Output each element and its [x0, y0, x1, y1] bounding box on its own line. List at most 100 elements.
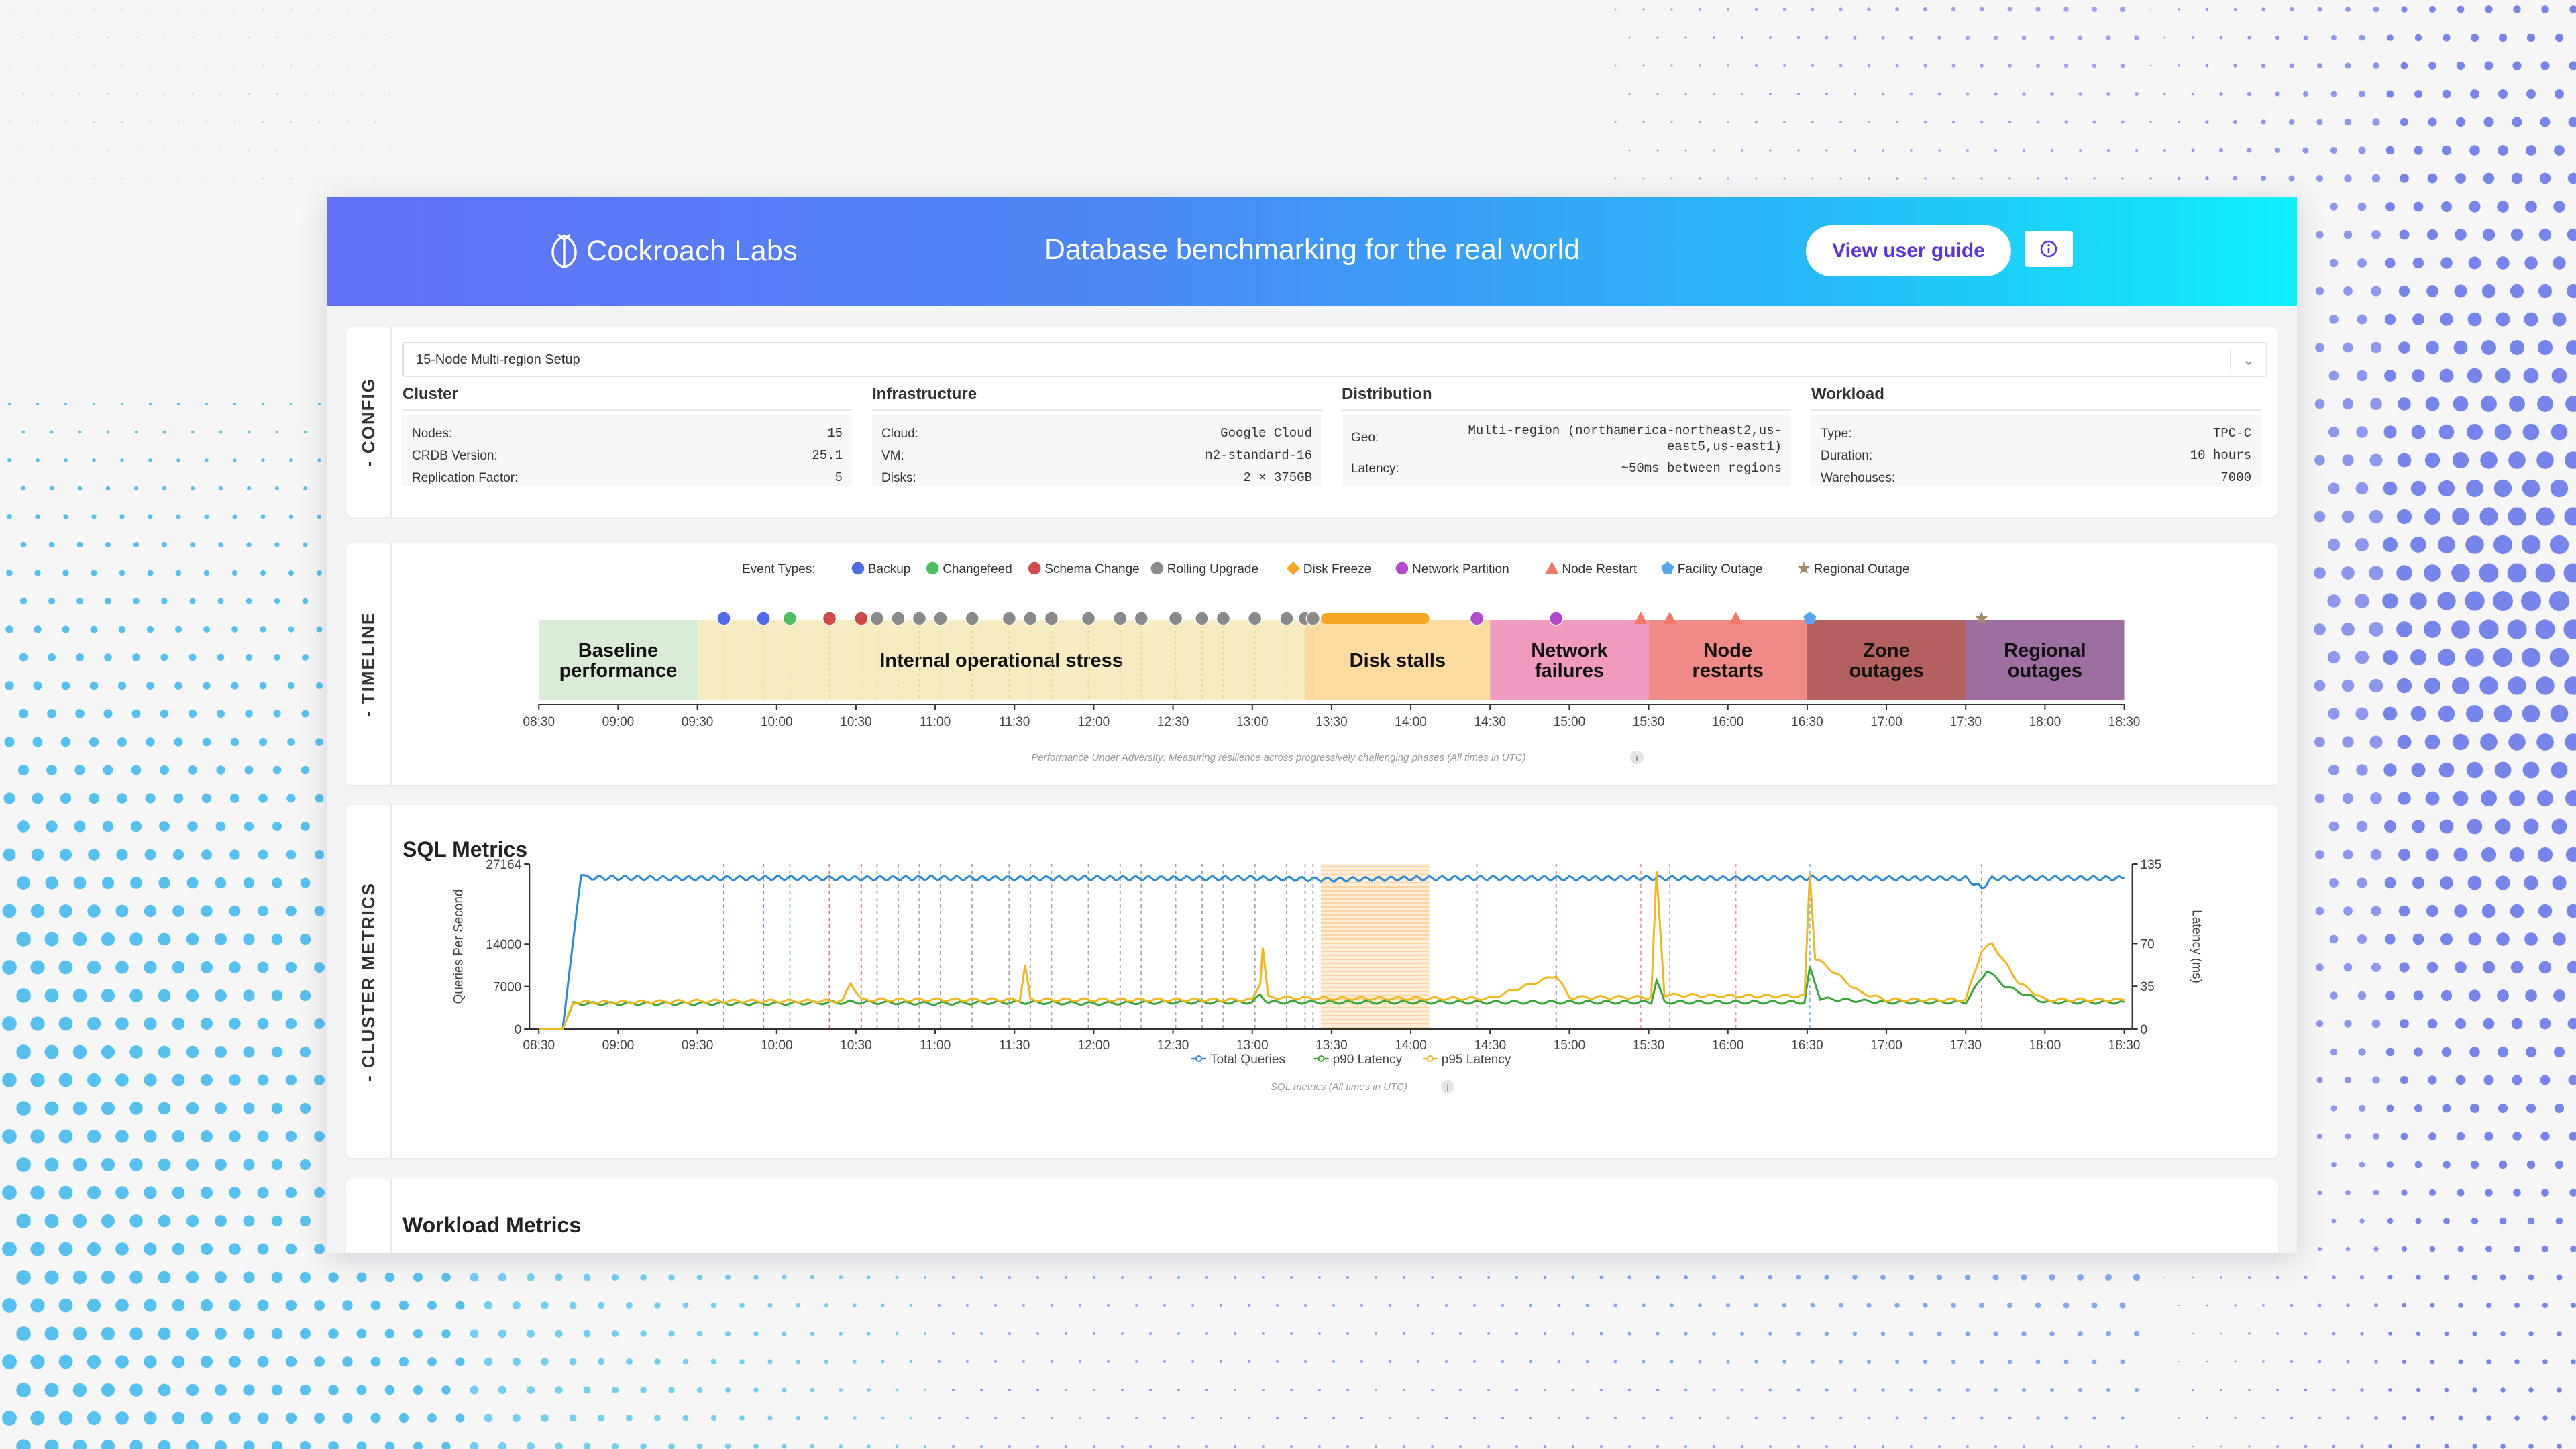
background-dot — [1994, 1388, 1998, 1392]
background-dot — [2385, 934, 2396, 945]
background-dot — [2261, 63, 2266, 68]
config-section: - CONFIG 15-Node Multi-region Setup ⌄ Cl… — [346, 327, 2278, 517]
background-dot — [2275, 1275, 2279, 1279]
background-dot — [2528, 1387, 2534, 1393]
background-dot — [144, 1299, 157, 1312]
event-network-partition-icon — [1469, 611, 1485, 626]
logo[interactable]: Cockroach Labs — [549, 232, 798, 270]
background-dot — [2330, 91, 2337, 97]
background-dot — [2458, 1415, 2463, 1421]
background-dot — [1318, 1389, 1321, 1391]
background-dot — [1966, 1445, 1969, 1448]
background-dot — [1882, 149, 1884, 152]
info-button[interactable] — [2025, 231, 2073, 267]
background-dot — [22, 93, 25, 95]
setup-select[interactable]: 15-Node Multi-region Setup ⌄ — [402, 342, 2267, 377]
background-dot — [853, 1416, 857, 1420]
background-dot — [162, 486, 167, 491]
background-dot — [2008, 64, 2012, 68]
background-dot — [2510, 284, 2524, 299]
background-dot — [909, 1360, 913, 1364]
event-rolling-upgrade-icon — [1279, 611, 1294, 626]
background-dot — [163, 149, 166, 152]
background-dot — [2426, 341, 2439, 354]
background-dot — [300, 877, 311, 888]
background-dot — [1473, 1360, 1476, 1363]
x-tick-label: 16:30 — [1791, 1038, 1823, 1053]
background-dot — [285, 1018, 297, 1030]
background-dot — [2438, 536, 2455, 553]
background-dot — [2426, 229, 2438, 241]
phase-label: restarts — [1693, 660, 1764, 682]
timeline-tick-label: 16:00 — [1712, 715, 1744, 729]
background-dot — [2557, 1444, 2562, 1449]
view-user-guide-button[interactable]: View user guide — [1806, 225, 2011, 276]
background-dot — [980, 1445, 983, 1448]
background-dot — [2499, 1217, 2507, 1225]
background-dot — [2304, 1388, 2308, 1392]
background-dot — [201, 961, 213, 973]
background-dot — [2538, 961, 2552, 974]
background-dot — [2233, 176, 2238, 181]
config-tab[interactable]: - CONFIG — [346, 327, 392, 517]
background-dot — [2522, 479, 2540, 498]
background-dot — [2542, 1246, 2548, 1252]
background-dot — [229, 1412, 241, 1424]
background-dot — [2369, 509, 2383, 524]
background-dot — [261, 458, 265, 462]
background-dot — [555, 1386, 563, 1394]
background-dot — [527, 1273, 535, 1281]
background-dot — [2220, 1445, 2222, 1448]
timeline-tab[interactable]: - TIMELINE — [346, 543, 392, 785]
background-dot — [101, 876, 115, 890]
chevron-down-icon[interactable]: ⌄ — [2241, 351, 2255, 369]
background-dot — [2, 1242, 17, 1256]
background-dot — [909, 1303, 913, 1307]
workload-metrics-tab[interactable] — [346, 1179, 392, 1253]
background-dot — [2535, 563, 2555, 583]
background-dot — [2496, 256, 2510, 270]
background-dot — [2416, 1275, 2421, 1280]
background-dot — [271, 1384, 283, 1396]
background-dot — [260, 514, 266, 519]
background-dot — [2456, 1132, 2465, 1141]
background-dot — [276, 93, 278, 95]
background-dot — [994, 1417, 997, 1419]
legend-label: p90 Latency — [1333, 1053, 1403, 1067]
timeline-section: - TIMELINE Event Types: Backup Changefeed S… — [346, 543, 2278, 785]
background-dot — [2455, 173, 2466, 184]
background-dot — [1768, 36, 1772, 40]
background-dot — [2540, 1075, 2551, 1085]
phase-band — [1807, 620, 1966, 700]
workload-metrics-title: Workload Metrics — [402, 1213, 582, 1237]
background-dot — [121, 64, 123, 67]
background-dot — [129, 1327, 143, 1340]
background-dot — [839, 1332, 843, 1336]
background-dot — [8, 8, 11, 11]
background-dot — [2566, 904, 2576, 918]
background-dot — [2063, 7, 2069, 12]
background-dot — [163, 36, 166, 39]
background-dot — [1825, 149, 1828, 152]
background-dot — [229, 905, 241, 917]
background-dot — [1910, 149, 1913, 152]
background-dot — [121, 402, 123, 405]
background-dot — [1585, 1416, 1589, 1420]
background-dot — [2400, 1019, 2409, 1028]
cfg-value: 2 × 375GB — [1243, 470, 1312, 485]
background-dot — [2508, 451, 2526, 469]
background-dot — [299, 933, 311, 945]
background-dot — [50, 149, 53, 152]
background-dot — [1824, 1275, 1829, 1280]
background-dot — [654, 1358, 661, 1365]
background-dot — [105, 598, 111, 604]
background-dot — [1656, 149, 1659, 152]
background-dot — [1699, 121, 1701, 123]
background-dot — [299, 1159, 311, 1171]
background-dot — [2330, 1048, 2338, 1056]
cluster-metrics-tab[interactable]: - CLUSTER METRICS — [346, 805, 392, 1158]
background-dot — [271, 1046, 283, 1058]
background-dot — [245, 653, 253, 661]
background-dot — [2037, 177, 2039, 180]
background-dot — [217, 710, 225, 718]
